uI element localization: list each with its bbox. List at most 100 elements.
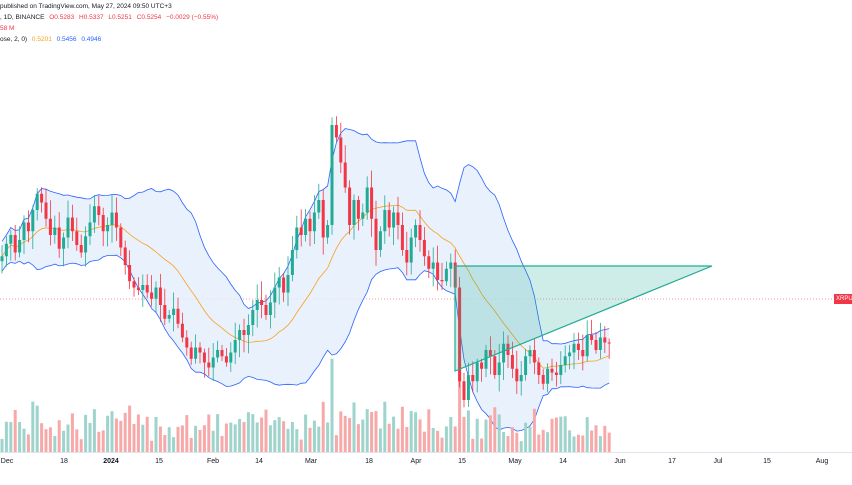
volume-bar — [563, 416, 567, 452]
candle-body — [488, 350, 492, 357]
volume-bar — [35, 405, 39, 452]
candle-body — [422, 240, 426, 257]
candle-body — [216, 350, 220, 358]
candle-body — [66, 217, 70, 238]
candle-body — [440, 280, 444, 282]
volume-bar — [348, 418, 352, 452]
candle-body — [581, 350, 585, 357]
volume-bar — [18, 422, 22, 452]
header-bollinger: ose, 2, 0) 0.5201 0.5456 0.4946 — [0, 36, 104, 43]
volume-bar — [598, 436, 602, 452]
candle-body — [326, 225, 330, 238]
change-value: −0.0029 (−0.55%) — [166, 14, 219, 21]
volume-bar — [158, 426, 162, 452]
candle-body — [290, 250, 294, 275]
candle-body — [92, 206, 96, 223]
candle-body — [70, 217, 74, 232]
volume-bar — [260, 417, 264, 452]
x-tick-label: Apr — [411, 458, 423, 465]
volume-bar — [506, 436, 510, 452]
volume-bar — [449, 417, 453, 452]
candle-body — [48, 218, 52, 235]
volume-bar — [290, 421, 294, 452]
candle-body — [185, 337, 189, 348]
x-tick-label: 15 — [763, 458, 771, 465]
volume-bar — [590, 430, 594, 452]
volume-bar — [273, 420, 277, 452]
volume-bar — [396, 428, 400, 452]
candle-body — [317, 200, 321, 213]
candle-body — [35, 193, 39, 210]
candle-body — [537, 362, 541, 375]
candle-body — [40, 193, 44, 203]
candlesticks — [0, 116, 611, 408]
candle-body — [110, 212, 114, 225]
volume-bar — [334, 435, 338, 452]
volume-bar — [383, 401, 387, 452]
candle-body — [546, 368, 550, 384]
volume-bar — [572, 436, 576, 452]
candle-body — [106, 225, 110, 232]
candle-body — [427, 256, 431, 269]
volume-bar — [238, 418, 242, 452]
volume-bar — [497, 414, 501, 452]
candle-body — [9, 235, 13, 244]
candle-body — [220, 350, 224, 357]
volume-bar — [114, 418, 118, 452]
candle-body — [576, 343, 580, 350]
volume-bar — [414, 412, 418, 452]
candle-body — [163, 305, 167, 319]
volume-bar — [4, 421, 8, 452]
candle-body — [559, 365, 563, 375]
candle-body — [444, 268, 448, 282]
volume-bar — [185, 415, 189, 452]
triangle-shape — [454, 265, 713, 372]
candle-body — [493, 356, 497, 375]
candle-body — [132, 281, 136, 288]
candle-body — [392, 212, 396, 228]
x-tick-label: Jul — [714, 458, 723, 465]
published-text: published on TradingView.com, May 27, 20… — [0, 3, 172, 10]
candle-body — [339, 137, 343, 163]
candle-body — [449, 262, 453, 269]
candle-body — [233, 340, 237, 353]
bollinger-fill — [2, 128, 610, 432]
volume-bar — [528, 426, 532, 452]
volume-bar — [387, 423, 391, 452]
volume-bar — [70, 413, 74, 452]
volume-bar — [356, 424, 360, 452]
x-tick-label: 18 — [365, 458, 373, 465]
volume-bar — [594, 425, 598, 452]
x-tick-label: Dec — [1, 458, 14, 465]
candle-body — [158, 287, 162, 305]
x-tick-label: 14 — [559, 458, 567, 465]
x-tick-label: 18 — [60, 458, 68, 465]
volume-bar — [488, 415, 492, 452]
volume-bar — [154, 416, 158, 452]
candle-body — [515, 368, 519, 382]
x-tick-label: 15 — [155, 458, 163, 465]
candle-body — [321, 200, 325, 238]
volume-bar — [493, 407, 497, 452]
volume-bar — [211, 430, 215, 452]
candle-body — [44, 202, 48, 219]
volume-bar — [145, 416, 149, 452]
volume-bar — [352, 402, 356, 452]
candle-body — [114, 212, 118, 228]
candle-body — [484, 350, 488, 369]
x-tick-label: May — [508, 458, 522, 465]
volume-bar — [550, 418, 554, 452]
volume-bar — [405, 426, 409, 452]
volume-bar — [26, 434, 30, 452]
candle-body — [475, 362, 479, 382]
volume-bar — [537, 434, 541, 452]
candle-body — [387, 210, 391, 228]
candle-body — [202, 352, 206, 363]
candle-body — [238, 330, 242, 340]
candle-body — [532, 350, 536, 363]
candle-body — [471, 375, 475, 382]
candle-body — [458, 287, 462, 382]
candle-body — [224, 356, 228, 363]
candle-body — [211, 357, 215, 368]
